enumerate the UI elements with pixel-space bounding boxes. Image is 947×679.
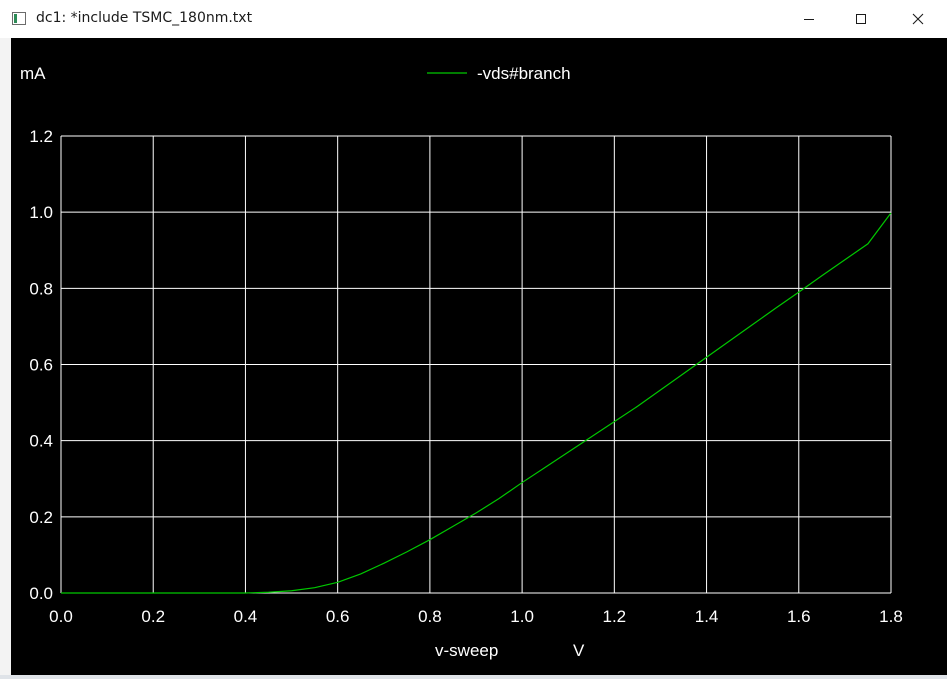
tick-labels: 0.0 0.2 0.4 0.6 0.8 1.0 1.2 1.4 1.6 1.8 0.0 0.2 0.4 0… — [29, 127, 902, 626]
x-tick-label: 1.2 — [603, 607, 627, 626]
chart-svg: 0.0 0.2 0.4 0.6 0.8 1.0 1.2 1.4 1.6 1.8 0.0 0.2 0.4 0… — [11, 38, 947, 675]
minimize-button[interactable] — [786, 0, 832, 38]
x-tick-label: 1.4 — [695, 607, 719, 626]
y-tick-label: 0.0 — [29, 584, 53, 603]
legend-label: -vds#branch — [477, 64, 571, 83]
x-axis-unit: V — [573, 641, 585, 660]
title-bar[interactable]: dc1: *include TSMC_180nm.txt — [0, 0, 947, 38]
series-line-vds-branch — [61, 212, 892, 594]
minimize-icon — [804, 19, 814, 20]
app-icon — [12, 12, 26, 25]
y-tick-label: 1.0 — [29, 203, 53, 222]
y-tick-label: 0.4 — [29, 432, 53, 451]
x-tick-label: 1.0 — [510, 607, 534, 626]
y-tick-label: 1.2 — [29, 127, 53, 146]
x-tick-label: 0.6 — [326, 607, 350, 626]
window-title: dc1: *include TSMC_180nm.txt — [36, 10, 253, 26]
x-tick-label: 1.6 — [787, 607, 811, 626]
x-tick-label: 0.4 — [234, 607, 258, 626]
y-tick-label: 0.8 — [29, 279, 53, 298]
chart-background — [11, 38, 947, 675]
y-axis-label: mA — [20, 64, 46, 83]
close-icon — [912, 13, 924, 25]
x-axis-label: v-sweep — [435, 641, 498, 660]
y-tick-label: 0.6 — [29, 356, 53, 375]
grid — [60, 135, 892, 594]
x-tick-label: 0.8 — [418, 607, 442, 626]
maximize-icon — [856, 14, 866, 24]
close-button[interactable] — [895, 0, 941, 38]
y-tick-label: 0.2 — [29, 508, 53, 527]
plot-area[interactable]: 0.0 0.2 0.4 0.6 0.8 1.0 1.2 1.4 1.6 1.8 0.0 0.2 0.4 0… — [11, 38, 947, 675]
x-tick-label: 0.0 — [49, 607, 73, 626]
x-tick-label: 0.2 — [141, 607, 165, 626]
maximize-button[interactable] — [838, 0, 884, 38]
x-tick-label: 1.8 — [879, 607, 903, 626]
